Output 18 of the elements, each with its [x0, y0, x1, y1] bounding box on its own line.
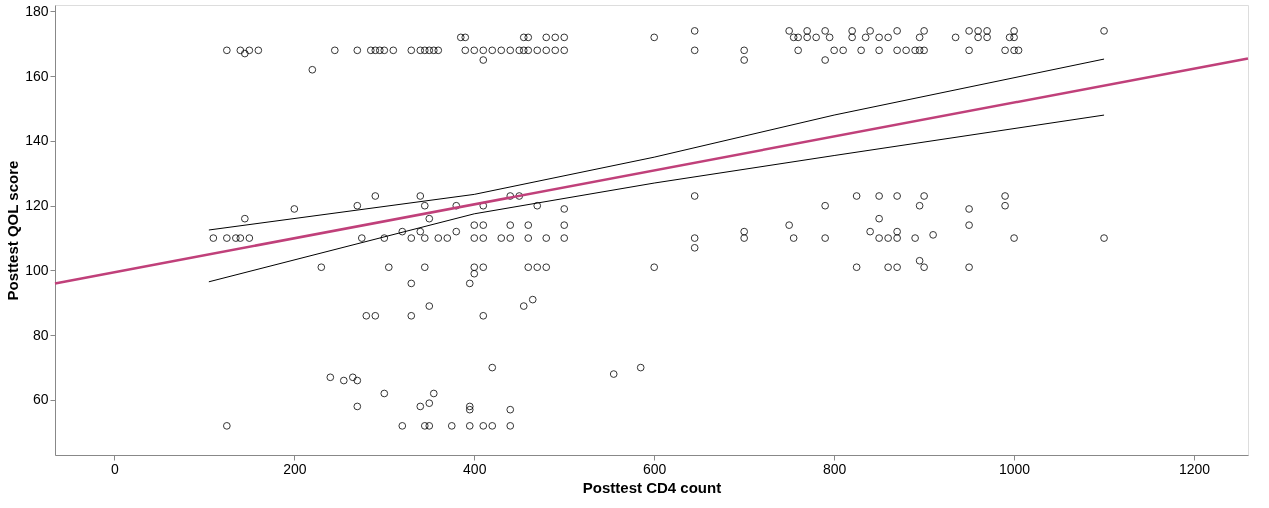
x-tick-label: 1200	[1178, 460, 1211, 477]
x-tick-label: 1000	[999, 460, 1031, 477]
y-axis-title: Posttest QOL score	[4, 160, 22, 301]
y-tick-label: 120	[25, 197, 49, 214]
line-series	[208, 114, 1105, 283]
x-tick-label: 800	[822, 460, 847, 477]
x-axis-title: Posttest CD4 count	[582, 478, 722, 496]
x-tick-label: 200	[283, 460, 307, 477]
y-tick-label: 100	[25, 261, 49, 278]
y-tick-label: 180	[25, 2, 49, 19]
y-tick-label: 160	[25, 67, 49, 84]
y-tick-label: 140	[25, 132, 49, 149]
line-series	[208, 58, 1105, 231]
y-tick-label: 60	[32, 391, 49, 408]
x-tick-label: 400	[463, 460, 487, 477]
y-tick-label: 80	[32, 326, 49, 343]
x-tick-label: 600	[643, 460, 667, 477]
x-tick-label: 0	[110, 460, 119, 477]
